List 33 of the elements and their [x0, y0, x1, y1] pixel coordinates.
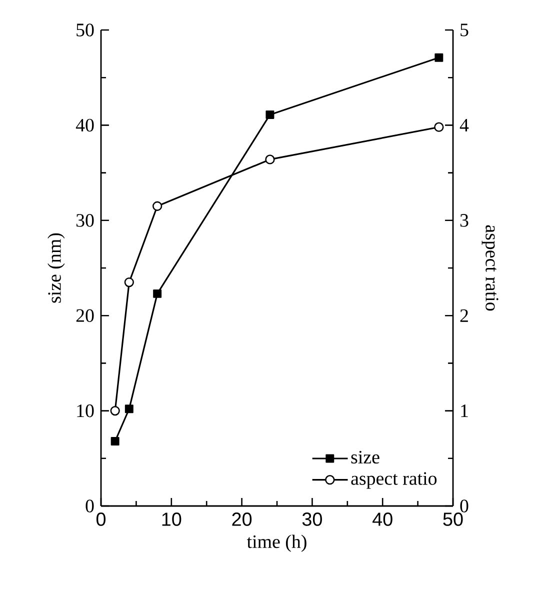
- y2-tick-label: 0: [460, 500, 468, 512]
- point: [434, 122, 444, 132]
- point: [266, 110, 274, 119]
- point: [153, 289, 162, 298]
- y2-axis-title: aspect ratio: [482, 225, 498, 311]
- point: [110, 437, 120, 446]
- x-tick-label: 10: [162, 512, 182, 526]
- y2-tick-label: 1: [461, 404, 468, 418]
- y-tick-label: 10: [77, 404, 94, 418]
- x-tick-label: 30: [302, 512, 322, 526]
- x-tick-label: 50: [443, 512, 463, 526]
- point: [434, 53, 444, 62]
- point: [152, 201, 162, 211]
- y-tick-label: 0: [86, 500, 94, 512]
- x-tick-label: 0: [96, 512, 106, 526]
- y-tick-label: 20: [76, 309, 94, 322]
- x-axis-title: time (h): [246, 534, 306, 552]
- x-tick-label: 20: [232, 512, 252, 526]
- y-tick-label: 40: [76, 118, 94, 132]
- y-axis-title: size (nm): [48, 233, 65, 303]
- x-tick-label: 40: [372, 512, 392, 526]
- y-tick-label: 30: [76, 214, 94, 227]
- y2-tick-label: 5: [460, 24, 468, 36]
- legend-label: aspect ratio: [351, 472, 437, 489]
- point: [124, 277, 134, 288]
- y2-tick-label: 3: [460, 214, 468, 227]
- point: [124, 404, 134, 414]
- y2-tick-label: 4: [460, 118, 469, 132]
- point: [110, 406, 120, 416]
- y2-tick-label: 2: [460, 309, 468, 322]
- legend-label: size: [351, 450, 380, 464]
- y-tick-label: 50: [76, 24, 94, 36]
- point: [265, 154, 275, 164]
